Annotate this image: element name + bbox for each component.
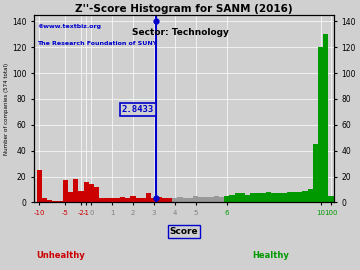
- Bar: [37, 170, 42, 202]
- Bar: [125, 198, 130, 202]
- Title: Z''-Score Histogram for SANM (2016): Z''-Score Histogram for SANM (2016): [75, 4, 293, 14]
- Bar: [177, 197, 183, 202]
- Bar: [256, 193, 261, 202]
- Bar: [276, 193, 282, 202]
- Bar: [146, 193, 151, 202]
- Bar: [130, 196, 136, 202]
- Bar: [157, 197, 162, 202]
- Bar: [89, 184, 94, 202]
- Bar: [328, 196, 334, 202]
- Bar: [209, 197, 214, 202]
- Text: The Research Foundation of SUNY: The Research Foundation of SUNY: [37, 41, 157, 46]
- Bar: [323, 34, 328, 202]
- Bar: [188, 198, 193, 202]
- Bar: [271, 193, 276, 202]
- Text: ©www.textbiz.org: ©www.textbiz.org: [37, 24, 101, 29]
- Bar: [240, 193, 245, 202]
- Text: Healthy: Healthy: [253, 251, 289, 261]
- Bar: [313, 144, 318, 202]
- Text: Sector: Technology: Sector: Technology: [131, 28, 229, 37]
- Bar: [167, 198, 172, 202]
- Bar: [52, 201, 58, 202]
- Bar: [73, 179, 78, 202]
- Bar: [104, 198, 110, 202]
- Bar: [68, 192, 73, 202]
- Bar: [224, 196, 229, 202]
- Bar: [151, 198, 157, 202]
- Y-axis label: Number of companies (574 total): Number of companies (574 total): [4, 63, 9, 155]
- Text: 2.8433: 2.8433: [122, 105, 154, 114]
- Bar: [292, 192, 297, 202]
- Bar: [282, 193, 287, 202]
- Bar: [94, 187, 99, 202]
- Bar: [115, 198, 120, 202]
- Bar: [99, 198, 104, 202]
- Bar: [198, 197, 203, 202]
- Bar: [78, 191, 84, 202]
- Bar: [47, 200, 52, 202]
- Bar: [245, 195, 250, 202]
- Bar: [193, 196, 198, 202]
- Bar: [214, 196, 219, 202]
- Bar: [84, 182, 89, 202]
- Bar: [42, 198, 47, 202]
- Bar: [266, 192, 271, 202]
- Bar: [261, 193, 266, 202]
- X-axis label: Score: Score: [170, 227, 198, 236]
- Bar: [250, 193, 256, 202]
- Bar: [297, 192, 302, 202]
- Bar: [141, 198, 146, 202]
- Bar: [136, 198, 141, 202]
- Bar: [58, 201, 63, 202]
- Bar: [302, 191, 308, 202]
- Bar: [219, 197, 224, 202]
- Bar: [162, 198, 167, 202]
- Bar: [235, 193, 240, 202]
- Bar: [287, 192, 292, 202]
- Bar: [203, 197, 209, 202]
- Bar: [183, 198, 188, 202]
- Bar: [229, 195, 235, 202]
- Bar: [120, 197, 125, 202]
- Text: Unhealthy: Unhealthy: [36, 251, 85, 261]
- Bar: [308, 190, 313, 202]
- Bar: [63, 180, 68, 202]
- Bar: [110, 198, 115, 202]
- Bar: [172, 198, 177, 202]
- Bar: [318, 47, 323, 202]
